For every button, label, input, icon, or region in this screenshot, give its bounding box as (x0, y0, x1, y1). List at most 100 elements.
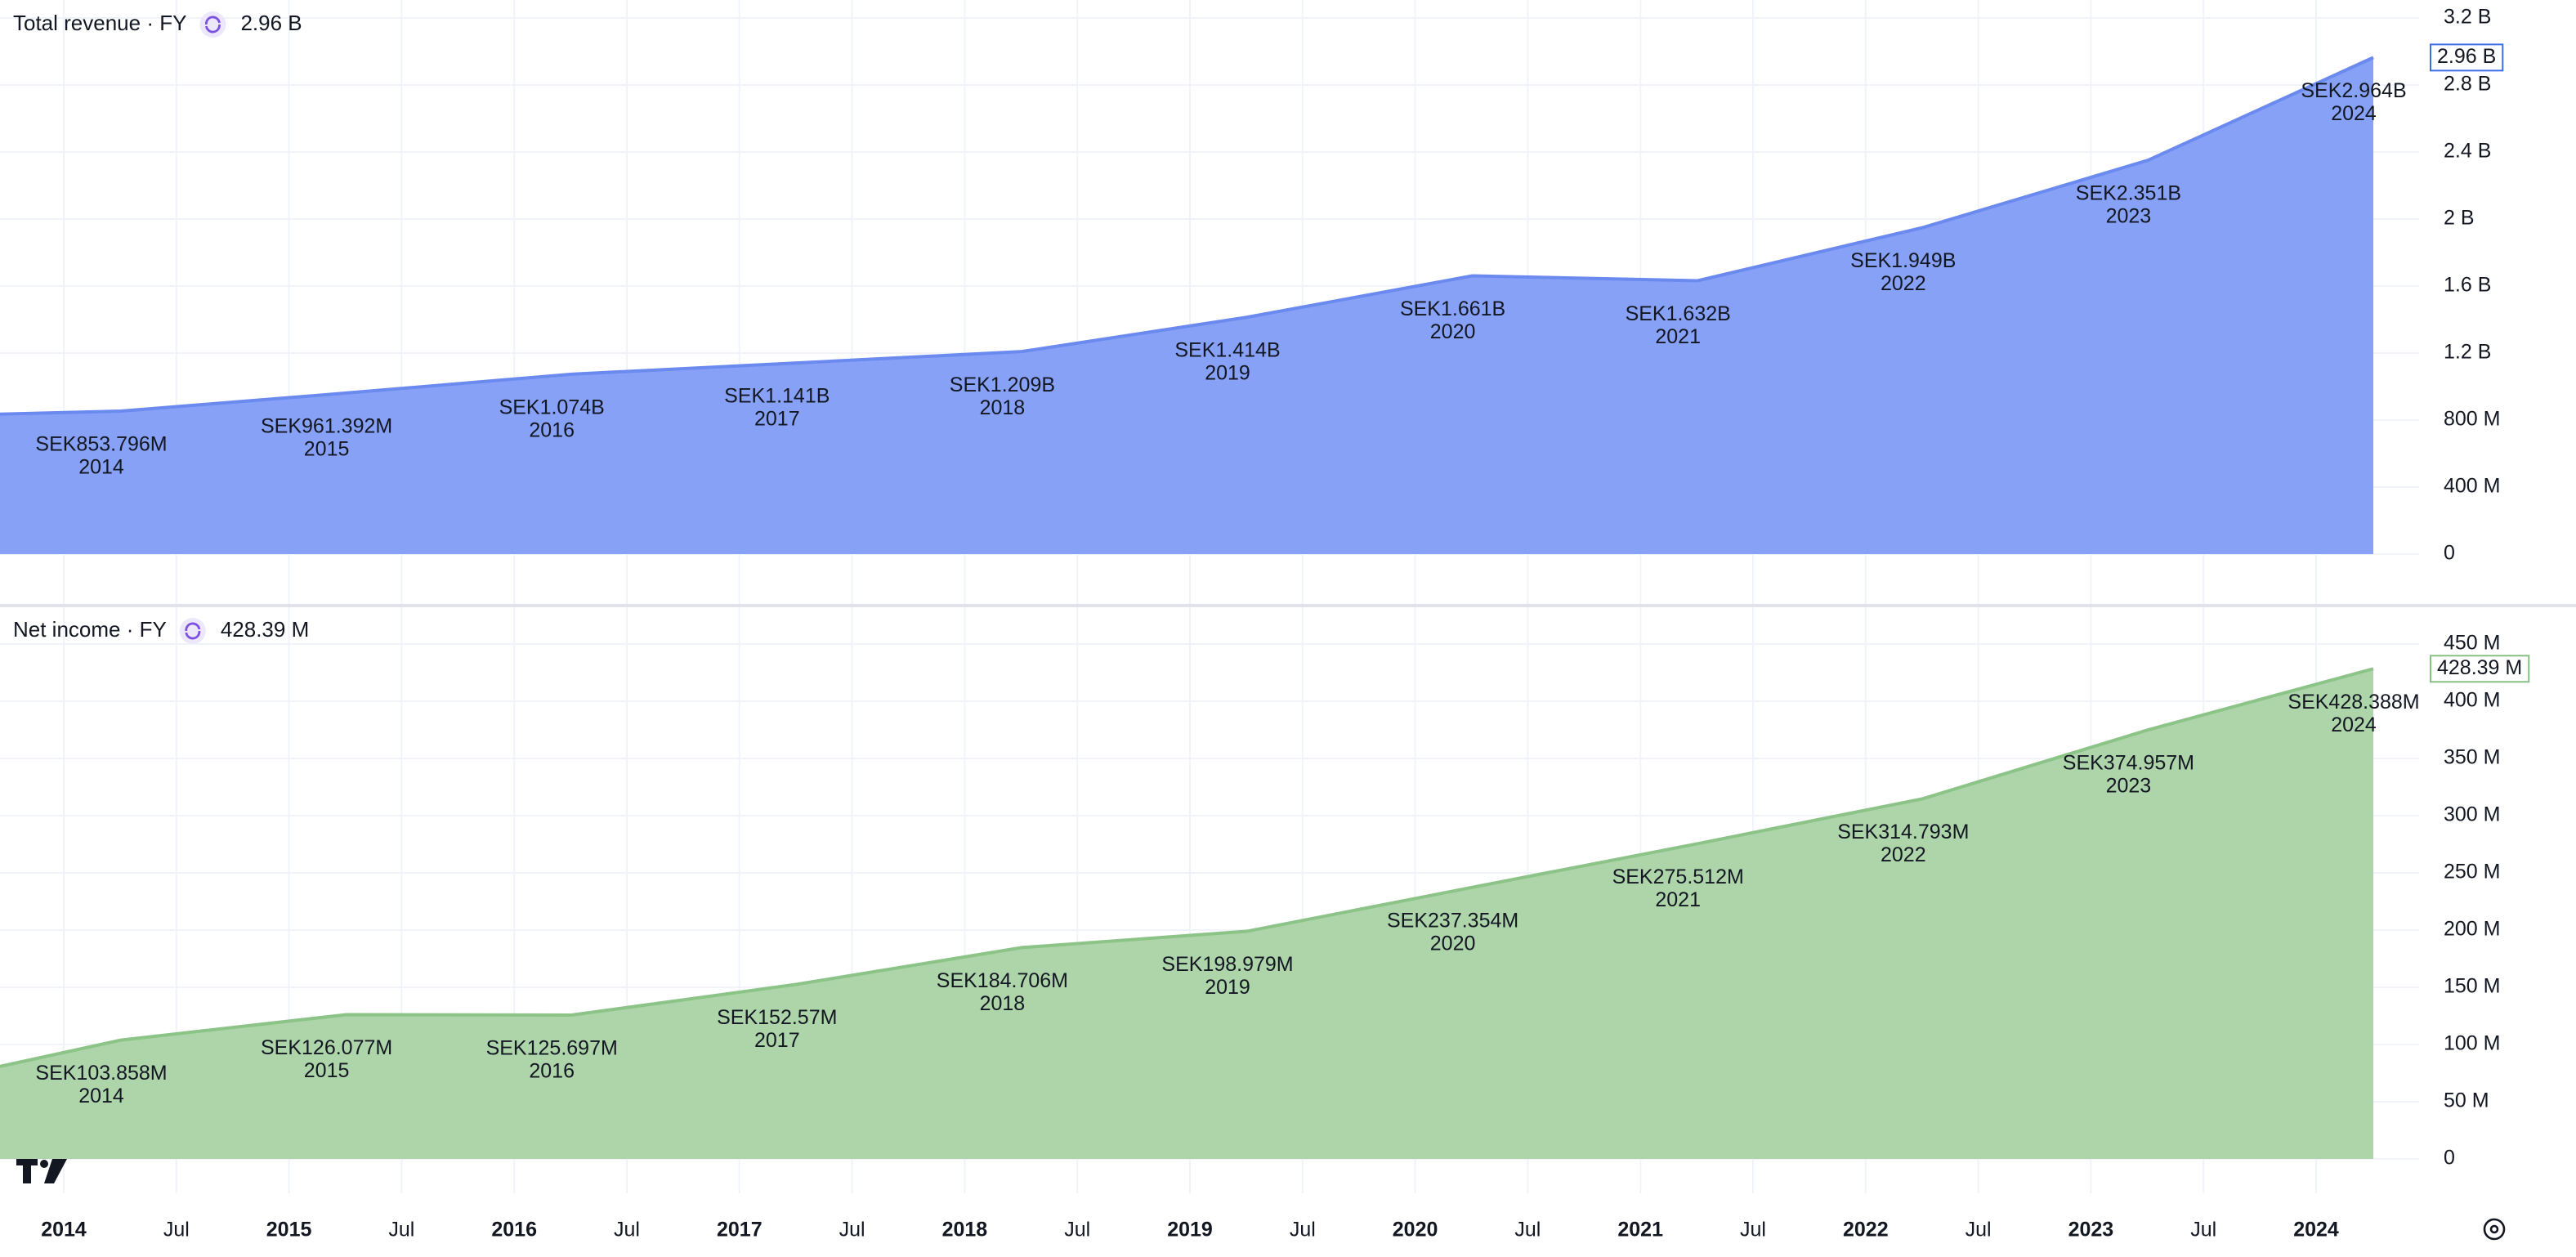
y-tick-label: 2 B (2444, 207, 2475, 230)
data-label-category: 2018 (980, 992, 1026, 1015)
area (0, 57, 2373, 554)
data-label: SEK314.793M (1837, 821, 1969, 843)
data-label: SEK1.632B (1626, 302, 1731, 325)
y-tick-label: 250 M (2444, 861, 2500, 883)
x-tick-label: 2018 (942, 1219, 988, 1241)
data-label: SEK1.209B (950, 374, 1055, 396)
data-label-category: 2020 (1430, 320, 1476, 343)
x-tick-label: Jul (614, 1219, 640, 1241)
y-tick-label: 300 M (2444, 803, 2500, 826)
data-label-category: 2016 (529, 418, 575, 441)
y-tick-label: 2.8 B (2444, 73, 2491, 96)
y-tick-label: 0 (2444, 1147, 2455, 1170)
data-label: SEK1.661B (1400, 297, 1505, 320)
plot-layer (0, 56, 2374, 1159)
y-tick-label: 350 M (2444, 746, 2500, 769)
settings-icon[interactable] (2483, 1218, 2506, 1241)
x-tick-label: 2016 (491, 1219, 537, 1241)
x-tick-label: Jul (1740, 1219, 1766, 1241)
x-tick-label: Jul (1064, 1219, 1090, 1241)
x-tick-label: 2015 (266, 1219, 312, 1241)
data-label: SEK275.512M (1612, 866, 1744, 888)
line (0, 56, 2374, 416)
refresh-icon (205, 16, 221, 34)
x-tick-label: 2017 (717, 1219, 763, 1241)
data-label: SEK184.706M (937, 969, 1068, 992)
x-tick-label: 2022 (1843, 1219, 1889, 1241)
last-value-badge (2430, 655, 2530, 683)
x-tick-label: Jul (388, 1219, 414, 1241)
data-label: SEK125.697M (486, 1037, 618, 1060)
y-tick-label: 200 M (2444, 918, 2500, 941)
data-label: SEK1.949B (1850, 249, 1956, 272)
data-label: SEK428.388M (2288, 691, 2419, 713)
y-tick-label: 150 M (2444, 975, 2500, 998)
y-tick-label: 50 M (2444, 1089, 2489, 1112)
legend-value: 428.39 M (221, 617, 309, 642)
x-tick-label: 2014 (41, 1219, 87, 1241)
y-tick-label: 400 M (2444, 689, 2500, 712)
data-label: SEK853.796M (35, 433, 167, 456)
data-label-category: 2017 (754, 408, 800, 431)
x-tick-label: 2020 (1393, 1219, 1438, 1241)
data-label-category: 2022 (1881, 843, 1926, 866)
data-label-category: 2018 (980, 396, 1026, 419)
data-label: SEK374.957M (2063, 752, 2194, 775)
data-label-category: 2015 (304, 1059, 350, 1082)
data-label: SEK2.351B (2076, 182, 2181, 205)
data-label-category: 2023 (2106, 205, 2152, 228)
x-tick-label: Jul (163, 1219, 190, 1241)
x-tick-label: Jul (1514, 1219, 1541, 1241)
data-label-category: 2024 (2331, 102, 2377, 125)
y-tick-label: 800 M (2444, 408, 2500, 431)
x-tick-label: Jul (2190, 1219, 2216, 1241)
label-layer: 2014 Jul 2015 Jul 2016 Jul 2017 Jul 2018 Jul 2019 J… (13, 6, 2530, 1241)
y-tick-label: 1.6 B (2444, 274, 2491, 297)
data-label-category: 2021 (1655, 888, 1701, 911)
data-label-category: 2019 (1205, 362, 1250, 385)
y-tick-label: 2.4 B (2444, 140, 2491, 163)
y-tick-label: 0 (2444, 542, 2455, 565)
legend-value: 2.96 B (240, 11, 302, 35)
data-label: SEK2.964B (2301, 79, 2406, 102)
data-label: SEK103.858M (35, 1062, 167, 1085)
x-tick-label: 2024 (2293, 1219, 2339, 1241)
refresh-icon (185, 622, 201, 640)
data-label-category: 2020 (1430, 932, 1476, 955)
data-label-category: 2015 (304, 438, 350, 461)
data-label: SEK961.392M (261, 415, 392, 438)
y-tick-label: 3.2 B (2444, 6, 2491, 29)
x-tick-label: Jul (1966, 1219, 1992, 1241)
refresh-icon-bg (199, 11, 226, 38)
y-tick-label: 1.2 B (2444, 341, 2491, 364)
data-label: SEK1.414B (1174, 339, 1280, 362)
data-label: SEK198.979M (1161, 953, 1293, 976)
data-label: SEK126.077M (261, 1036, 392, 1059)
data-label-category: 2023 (2106, 775, 2152, 798)
data-label-category: 2014 (78, 1085, 124, 1107)
y-tick-label: 100 M (2444, 1032, 2500, 1055)
x-tick-label: Jul (839, 1219, 865, 1241)
data-label-category: 2016 (529, 1060, 575, 1083)
data-label: SEK237.354M (1387, 909, 1518, 932)
data-label-category: 2014 (78, 456, 124, 479)
x-tick-label: 2019 (1167, 1219, 1213, 1241)
x-tick-label: 2023 (2068, 1219, 2114, 1241)
pane-title: Net income · FY (13, 617, 167, 642)
data-label-category: 2024 (2331, 713, 2377, 736)
refresh-icon-bg (179, 618, 206, 644)
line (0, 667, 2374, 1068)
logo (16, 1159, 67, 1183)
data-label: SEK152.57M (717, 1006, 837, 1029)
y-tick-label: 450 M (2444, 632, 2500, 655)
last-value-label: 2.96 B (2437, 45, 2496, 68)
data-label: SEK1.141B (724, 385, 830, 408)
data-label-category: 2019 (1205, 976, 1250, 999)
last-value-badge (2430, 43, 2504, 72)
data-label-category: 2022 (1881, 272, 1926, 295)
pane-title: Total revenue · FY (13, 11, 186, 35)
x-tick-label: Jul (1290, 1219, 1316, 1241)
data-label-category: 2017 (754, 1029, 800, 1052)
